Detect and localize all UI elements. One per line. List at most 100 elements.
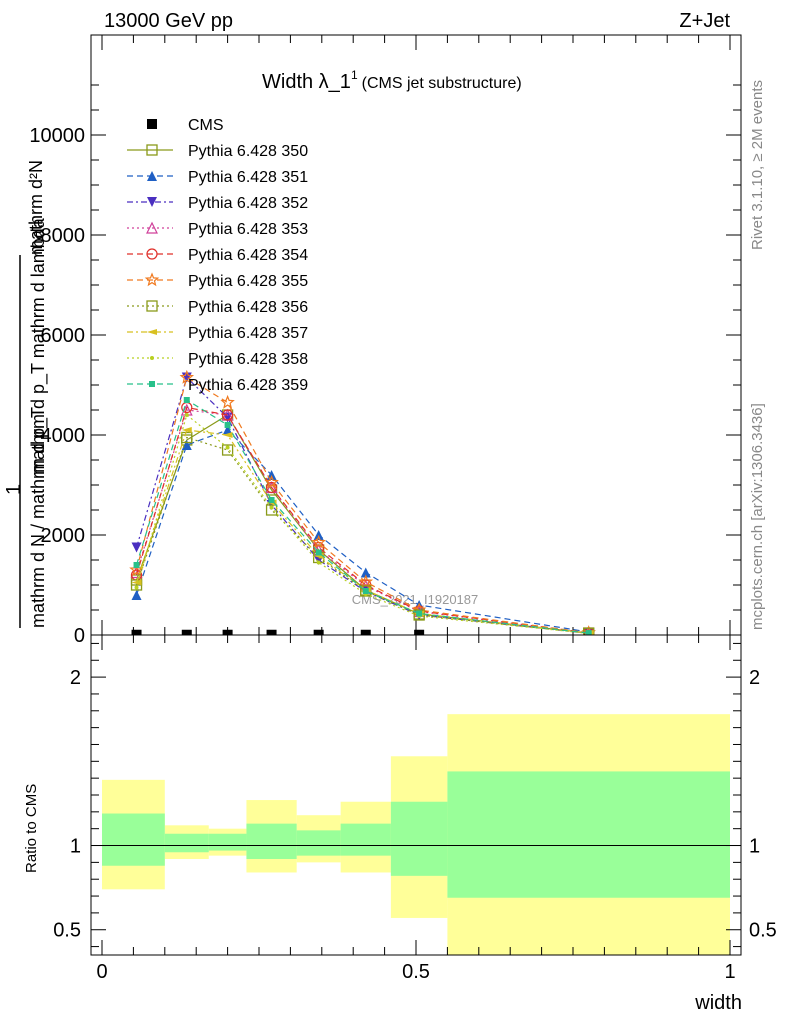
ratio-bands (102, 714, 730, 955)
legend-item: Pythia 6.428 352 (127, 195, 308, 212)
side-mcplots-label: mcplots.cern.ch [arXiv:1306.3436] (749, 403, 766, 630)
legend-label: Pythia 6.428 354 (188, 247, 308, 264)
main-panel: 0 2000 4000 6000 8000 10000 CMS_2021_I1920187 W… (29, 34, 742, 647)
series-line (135, 414, 589, 634)
data-point (220, 394, 235, 409)
data-point (183, 397, 190, 403)
ratio-y-tick-label-right: 2 (749, 667, 760, 689)
x-tick-label: 1 (724, 961, 735, 983)
data-point (222, 409, 234, 421)
ratio-frame (90, 634, 742, 956)
chart-title-main: Width λ_1 (262, 71, 351, 93)
data-point (311, 534, 326, 549)
data-point (131, 579, 142, 586)
legend-item: Pythia 6.428 356 (127, 299, 308, 316)
y-label-line-3: 1 (3, 484, 25, 495)
data-point (181, 629, 192, 635)
series-line (135, 406, 589, 634)
data-point (146, 300, 158, 312)
legend-item: Pythia 6.428 357 (127, 325, 308, 342)
data-point (266, 470, 277, 480)
legend-label: Pythia 6.428 356 (188, 299, 308, 316)
stat-uncertainty-band (447, 771, 730, 898)
data-point (146, 248, 158, 260)
legend-item: Pythia 6.428 359 (127, 377, 308, 394)
header-channel: Z+Jet (679, 10, 730, 32)
analysis-watermark: CMS_2021_I1920187 (352, 592, 479, 607)
data-point (147, 119, 157, 129)
ratio-y-tick-label-right: 0.5 (749, 920, 777, 942)
data-point (360, 567, 371, 578)
data-point (313, 530, 324, 540)
data-point (224, 422, 231, 428)
legend-label: Pythia 6.428 350 (188, 143, 308, 160)
stat-uncertainty-band (340, 823, 391, 856)
data-point (181, 427, 192, 433)
data-point (131, 629, 142, 635)
data-point (147, 329, 157, 335)
ratio-y-tick-label: 1 (70, 836, 81, 858)
legend: CMS Pythia 6.428 350 Pythia 6.428 351 Pythi… (127, 117, 308, 394)
legend-label: Pythia 6.428 352 (188, 195, 308, 212)
data-point (225, 445, 230, 450)
x-axis-label: width (694, 992, 742, 1014)
data-point (181, 440, 192, 450)
data-point (313, 629, 324, 635)
legend-label: Pythia 6.428 355 (188, 273, 308, 290)
y-label-line-4: mathrm d N / mathrm d p_T (28, 407, 49, 628)
data-point (146, 221, 158, 234)
data-point (222, 425, 233, 435)
series-line (135, 429, 589, 634)
data-point (362, 588, 369, 594)
legend-label: Pythia 6.428 357 (188, 325, 308, 342)
ratio-panel: 0.5 0.5 1 1 2 2 0 0.5 1 (53, 634, 777, 983)
ratio-y-tick-label-right: 1 (749, 836, 760, 858)
stat-uncertainty-band (390, 801, 448, 876)
data-point (134, 585, 139, 590)
data-point (268, 497, 275, 503)
data-point (184, 413, 189, 417)
legend-label: Pythia 6.428 353 (188, 221, 308, 238)
data-point (133, 562, 140, 568)
data-point (266, 629, 277, 635)
legend-item: Pythia 6.428 358 (127, 351, 308, 368)
data-point (265, 481, 278, 494)
y-label-line-1: mathrm d²N (26, 160, 46, 255)
series-group (129, 369, 596, 635)
data-point (179, 369, 195, 384)
data-point (150, 356, 154, 360)
y-tick-label: 10000 (29, 125, 85, 147)
legend-label: CMS (188, 117, 224, 134)
data-point (269, 505, 274, 510)
legend-item: Pythia 6.428 351 (127, 169, 308, 186)
series-2 (131, 425, 593, 635)
stat-uncertainty-band (164, 833, 209, 853)
legend-item: Pythia 6.428 354 (127, 247, 308, 264)
y-tick-label: 6000 (41, 325, 86, 347)
legend-item: Pythia 6.428 355 (127, 272, 308, 290)
data-point (585, 630, 592, 635)
ratio-y-label: Ratio to CMS (23, 784, 40, 873)
x-tick-label: 0.5 (402, 961, 430, 983)
y-axis-label: mathrm d²N mathrm d p_T mathrm d lambda … (3, 160, 49, 628)
stat-uncertainty-band (246, 823, 297, 859)
ratio-y-tick-label: 2 (70, 667, 81, 689)
legend-label: Pythia 6.428 358 (188, 351, 308, 368)
legend-label: Pythia 6.428 351 (188, 169, 308, 186)
side-rivet-label: Rivet 3.1.10, ≥ 2M events (749, 80, 766, 250)
data-point (222, 432, 233, 438)
data-point (181, 431, 193, 444)
data-point (149, 381, 155, 387)
chart-title: Width λ_11 (CMS jet substructure) (262, 68, 522, 93)
y-tick-label: 4000 (41, 425, 86, 447)
y-tick-label: 2000 (41, 525, 86, 547)
chart-title-sub: (CMS jet substructure) (362, 75, 522, 92)
series-line (135, 436, 589, 634)
data-point (221, 444, 234, 456)
data-point (131, 542, 142, 553)
stat-uncertainty-band (208, 833, 247, 851)
data-point (147, 171, 157, 181)
chart-title-sup: 1 (351, 68, 358, 82)
data-point (416, 610, 423, 617)
